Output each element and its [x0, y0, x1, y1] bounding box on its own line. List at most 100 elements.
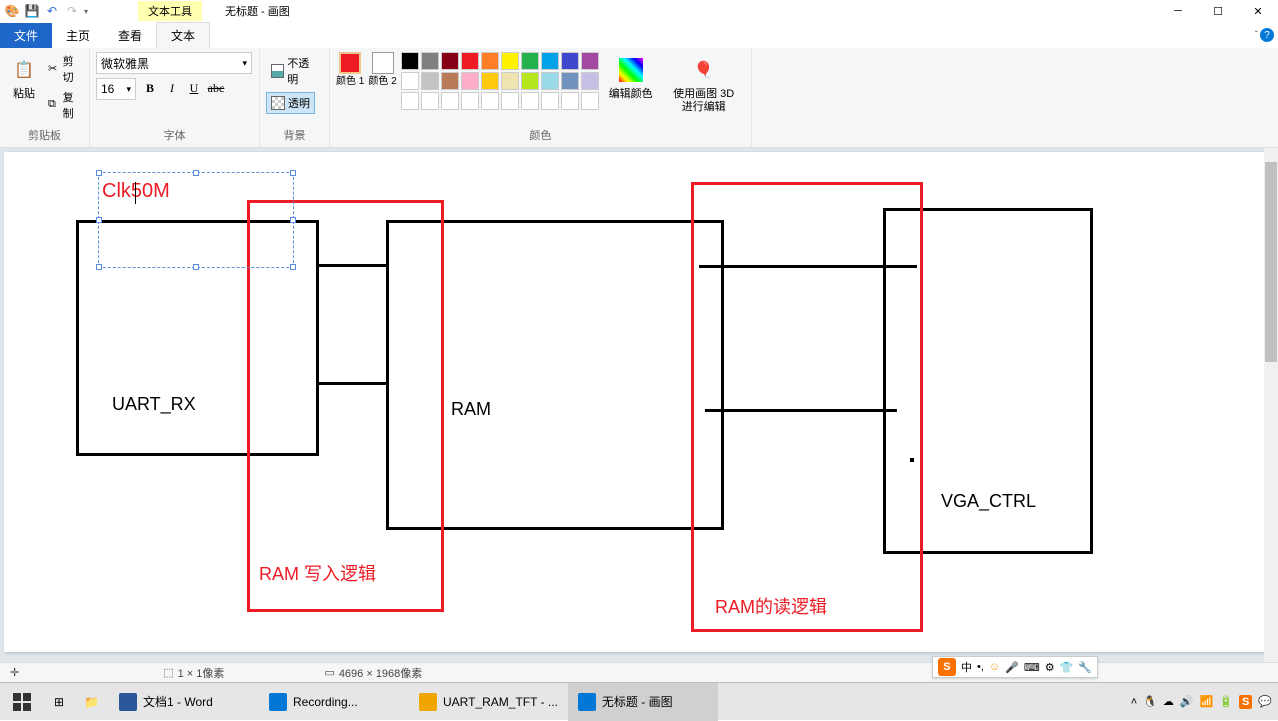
palette-swatch[interactable]: [441, 92, 459, 110]
tray-notifications-icon[interactable]: 💬: [1258, 695, 1272, 708]
font-name-select[interactable]: 微软雅黑 ▾: [96, 52, 252, 74]
palette-swatch[interactable]: [421, 92, 439, 110]
color2-button[interactable]: 颜色 2: [368, 52, 396, 87]
ime-tool-icon[interactable]: 🔧: [1078, 661, 1092, 674]
palette-swatch[interactable]: [401, 52, 419, 70]
tray-qq-icon[interactable]: 🐧: [1143, 695, 1157, 708]
transparent-option[interactable]: 透明: [266, 92, 315, 114]
selection-handle[interactable]: [96, 264, 102, 270]
file-explorer-button[interactable]: 📁: [74, 683, 109, 721]
palette-swatch[interactable]: [421, 72, 439, 90]
cut-label: 剪切: [63, 53, 81, 85]
palette-swatch[interactable]: [501, 52, 519, 70]
palette-swatch[interactable]: [481, 52, 499, 70]
close-button[interactable]: ✕: [1238, 0, 1278, 22]
color2-swatch: [372, 52, 394, 74]
scrollbar-thumb[interactable]: [1265, 162, 1277, 362]
tray-up-icon[interactable]: ˄: [1131, 696, 1137, 708]
selection-handle[interactable]: [290, 264, 296, 270]
minimize-button[interactable]: ─: [1158, 0, 1198, 22]
canvas[interactable]: UART_RX RAM VGA_CTRL RAM 写入逻辑 RAM的读逻辑 Cl…: [4, 152, 1264, 652]
ime-settings-icon[interactable]: ⚙: [1045, 661, 1055, 674]
copy-button[interactable]: ⧉ 复制: [46, 88, 83, 122]
paste-button[interactable]: 📋 粘贴: [6, 52, 42, 102]
taskbar-app-button[interactable]: Recording...: [259, 683, 409, 721]
italic-button[interactable]: I: [162, 78, 182, 98]
ime-emoji-icon[interactable]: ☺: [989, 661, 1000, 673]
selection-handle[interactable]: [290, 217, 296, 223]
palette-swatch[interactable]: [401, 72, 419, 90]
tray-ime-icon[interactable]: S: [1239, 695, 1252, 709]
palette-swatch[interactable]: [541, 52, 559, 70]
palette-swatch[interactable]: [541, 72, 559, 90]
selection-handle[interactable]: [96, 217, 102, 223]
ime-keyboard-icon[interactable]: ⌨: [1024, 661, 1040, 674]
app-icon: [578, 693, 596, 711]
task-view-button[interactable]: ⊞: [44, 683, 74, 721]
palette-swatch[interactable]: [481, 92, 499, 110]
maximize-button[interactable]: ☐: [1198, 0, 1238, 22]
ribbon-minimize-icon[interactable]: ˇ: [1255, 30, 1258, 41]
ime-punct-icon[interactable]: •,: [977, 661, 984, 673]
ime-skin-icon[interactable]: 👕: [1060, 661, 1074, 674]
ime-toolbar[interactable]: S 中 •, ☺ 🎤 ⌨ ⚙ 👕 🔧: [932, 656, 1098, 678]
status-pointer: ✛: [0, 666, 33, 679]
edit-colors-button[interactable]: 编辑颜色: [603, 52, 659, 103]
qat-dropdown-icon[interactable]: ▾: [84, 7, 88, 16]
selection-handle[interactable]: [290, 170, 296, 176]
ribbon-tabs: 文件 主页 查看 文本: [0, 22, 1278, 48]
taskbar-app-label: Recording...: [293, 695, 358, 709]
tab-home[interactable]: 主页: [52, 23, 104, 48]
palette-swatch[interactable]: [581, 72, 599, 90]
tray-volume-icon[interactable]: 🔊: [1180, 695, 1194, 708]
palette-swatch[interactable]: [581, 52, 599, 70]
cut-button[interactable]: ✂ 剪切: [46, 52, 83, 86]
palette-swatch[interactable]: [561, 92, 579, 110]
redo-icon[interactable]: ↷: [64, 3, 80, 19]
palette-swatch[interactable]: [461, 52, 479, 70]
palette-swatch[interactable]: [581, 92, 599, 110]
underline-button[interactable]: U: [184, 78, 204, 98]
help-icon[interactable]: ?: [1260, 28, 1274, 42]
selection-handle[interactable]: [96, 170, 102, 176]
taskbar-app-button[interactable]: 文档1 - Word: [109, 683, 259, 721]
palette-swatch[interactable]: [461, 92, 479, 110]
ime-sogou-icon[interactable]: S: [938, 658, 956, 676]
taskbar-app-button[interactable]: UART_RAM_TFT - ...: [409, 683, 568, 721]
palette-swatch[interactable]: [401, 92, 419, 110]
palette-swatch[interactable]: [561, 52, 579, 70]
paint3d-button[interactable]: 🎈 使用画图 3D 进行编辑: [663, 52, 745, 116]
tab-text[interactable]: 文本: [156, 22, 210, 48]
strikethrough-button[interactable]: abc: [206, 78, 226, 98]
start-button[interactable]: [0, 683, 44, 721]
tab-view[interactable]: 查看: [104, 23, 156, 48]
ime-mic-icon[interactable]: 🎤: [1005, 661, 1019, 674]
font-size-select[interactable]: 16 ▾: [96, 78, 136, 100]
save-icon[interactable]: 💾: [24, 3, 40, 19]
tray-onedrive-icon[interactable]: ☁: [1163, 695, 1174, 708]
bold-button[interactable]: B: [140, 78, 160, 98]
palette-swatch[interactable]: [461, 72, 479, 90]
selection-handle[interactable]: [193, 264, 199, 270]
palette-swatch[interactable]: [561, 72, 579, 90]
palette-swatch[interactable]: [441, 72, 459, 90]
palette-swatch[interactable]: [521, 72, 539, 90]
tray-battery-icon[interactable]: 🔋: [1219, 695, 1233, 708]
palette-swatch[interactable]: [421, 52, 439, 70]
palette-swatch[interactable]: [521, 92, 539, 110]
tab-file[interactable]: 文件: [0, 23, 52, 48]
tray-network-icon[interactable]: 📶: [1200, 695, 1214, 708]
opaque-option[interactable]: 不透明: [266, 52, 323, 90]
palette-swatch[interactable]: [441, 52, 459, 70]
palette-swatch[interactable]: [501, 72, 519, 90]
color1-button[interactable]: 颜色 1: [336, 52, 364, 87]
ime-lang-indicator[interactable]: 中: [961, 659, 972, 675]
taskbar-app-button[interactable]: 无标题 - 画图: [568, 683, 718, 721]
palette-swatch[interactable]: [501, 92, 519, 110]
undo-icon[interactable]: ↶: [44, 3, 60, 19]
vertical-scrollbar[interactable]: [1264, 148, 1278, 662]
palette-swatch[interactable]: [481, 72, 499, 90]
selection-handle[interactable]: [193, 170, 199, 176]
palette-swatch[interactable]: [541, 92, 559, 110]
palette-swatch[interactable]: [521, 52, 539, 70]
